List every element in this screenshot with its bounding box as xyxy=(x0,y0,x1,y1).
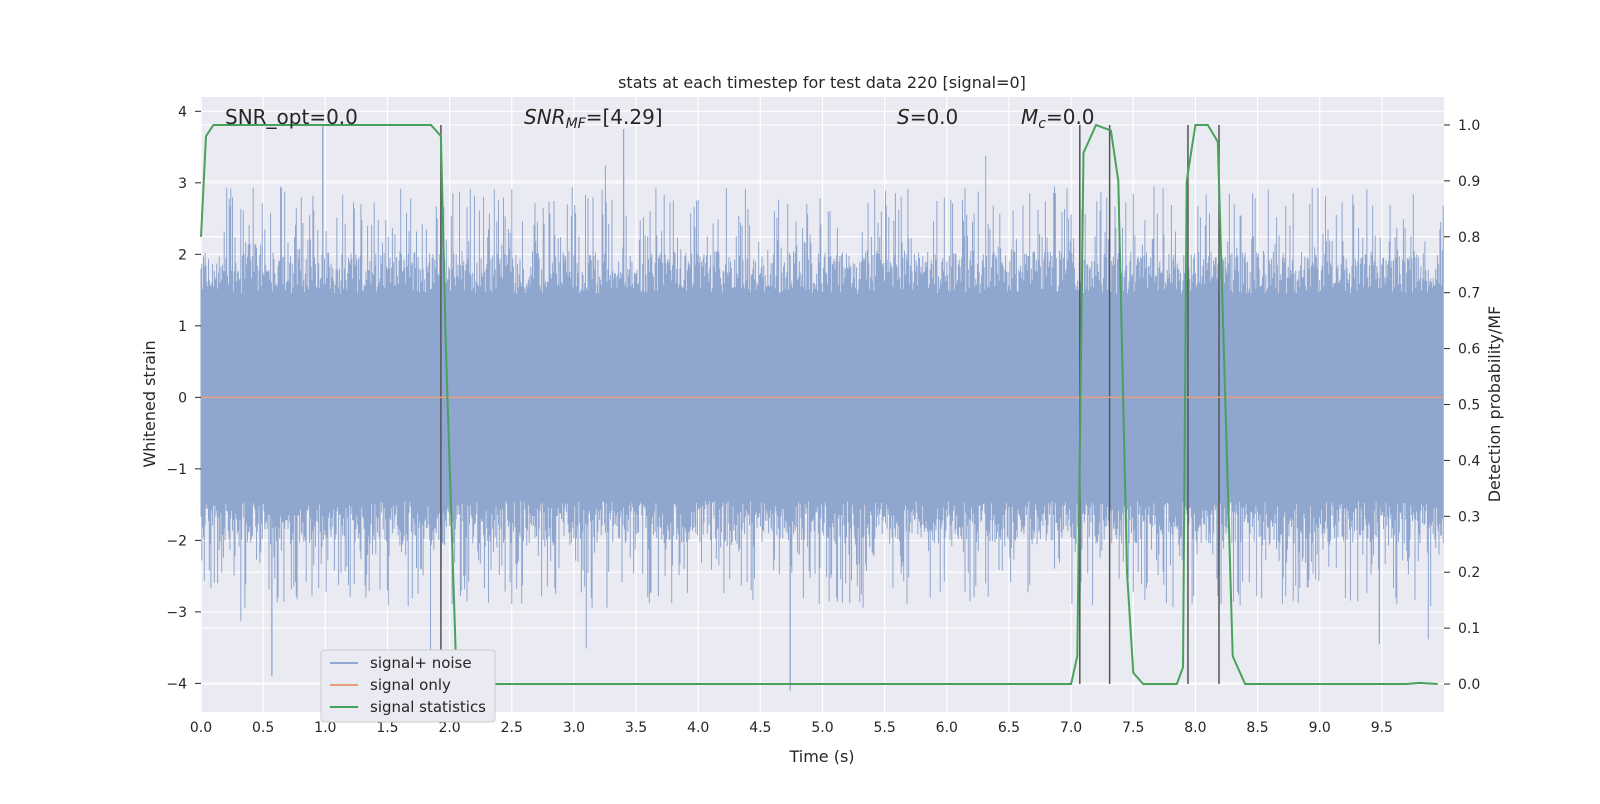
y-right-tick-label: 0.4 xyxy=(1458,453,1480,469)
x-tick-label: 2.0 xyxy=(438,720,460,736)
y-left-tick-label: 3 xyxy=(178,176,187,192)
x-tick-label: 5.5 xyxy=(874,720,896,736)
x-tick-label: 4.0 xyxy=(687,720,709,736)
y-left-tick-label: 1 xyxy=(178,319,187,335)
x-tick-label: 9.0 xyxy=(1309,720,1331,736)
x-tick-label: 1.0 xyxy=(314,720,336,736)
legend: signal+ noise signal only signal statist… xyxy=(320,649,496,723)
legend-label-signal-noise: signal+ noise xyxy=(370,654,472,672)
x-tick-label: 7.5 xyxy=(1122,720,1144,736)
x-axis-label: Time (s) xyxy=(788,747,854,766)
y-right-tick-label: 0.2 xyxy=(1458,565,1480,581)
legend-label-signal-statistics: signal statistics xyxy=(370,698,486,716)
x-tick-label: 2.5 xyxy=(501,720,523,736)
x-tick-label: 4.5 xyxy=(749,720,771,736)
y-left-axis-label: Whitened strain xyxy=(140,340,159,467)
y-left-tick-label: −4 xyxy=(166,676,187,692)
x-tick-label: 9.5 xyxy=(1371,720,1393,736)
x-tick-label: 3.5 xyxy=(625,720,647,736)
x-tick-label: 6.0 xyxy=(936,720,958,736)
y-left-tick-label: 4 xyxy=(178,104,187,120)
legend-label-signal-only: signal only xyxy=(370,676,451,694)
mc-annotation: Mc=0.0 xyxy=(1021,105,1095,132)
x-tick-label: 8.0 xyxy=(1184,720,1206,736)
y-left-tick-label: −2 xyxy=(166,533,187,549)
y-left-tick-label: 2 xyxy=(178,247,187,263)
y-right-tick-label: 0.5 xyxy=(1458,398,1480,414)
y-left-tick-label: −1 xyxy=(166,462,187,478)
y-right-tick-label: 0.0 xyxy=(1458,677,1480,693)
y-right-axis-label: Detection probability/MF xyxy=(1485,306,1504,503)
y-right-tick-label: 0.8 xyxy=(1458,230,1480,246)
signal-noise-series xyxy=(200,125,1444,691)
signal-statistics-line xyxy=(200,123,1438,685)
y-right-tick-label: 0.1 xyxy=(1458,621,1480,637)
y-left-tick-label: −3 xyxy=(166,605,187,621)
y-right-tick-label: 0.7 xyxy=(1458,286,1480,302)
x-tick-label: 0.0 xyxy=(190,720,212,736)
x-tick-label: 7.0 xyxy=(1060,720,1082,736)
snr-opt-annotation: SNR_opt=0.0 xyxy=(225,105,358,129)
y-right-tick-label: 0.6 xyxy=(1458,342,1480,358)
x-axis-ticks: 0.0 0.5 1.0 1.5 2.0 2.5 3.0 3.5 4.0 4.5 5.0 5.5 6.0 6… xyxy=(190,720,1393,736)
snr-mf-annotation: SNRMF=[4.29] xyxy=(524,105,663,132)
x-tick-label: 1.5 xyxy=(376,720,398,736)
y-right-tick-label: 0.3 xyxy=(1458,509,1480,525)
chart-title: stats at each timestep for test data 220… xyxy=(618,73,1026,92)
signal-statistics-series xyxy=(200,123,1438,685)
x-tick-label: 8.5 xyxy=(1246,720,1268,736)
y-right-axis-ticks: 0.0 0.1 0.2 0.3 0.4 0.5 0.6 0.7 0.8 0.9 1.0 xyxy=(1444,118,1480,693)
y-left-tick-label: 0 xyxy=(178,390,187,406)
noise-band xyxy=(200,155,1444,651)
y-right-tick-label: 0.9 xyxy=(1458,174,1480,190)
y-left-axis-ticks: −4 −3 −2 −1 0 1 2 3 4 xyxy=(166,104,201,692)
legend-frame xyxy=(320,649,496,723)
x-tick-label: 0.5 xyxy=(252,720,274,736)
x-tick-label: 6.5 xyxy=(998,720,1020,736)
s-annotation: S=0.0 xyxy=(897,105,958,129)
x-tick-label: 3.0 xyxy=(563,720,585,736)
x-tick-label: 5.0 xyxy=(811,720,833,736)
y-right-tick-label: 1.0 xyxy=(1458,118,1480,134)
